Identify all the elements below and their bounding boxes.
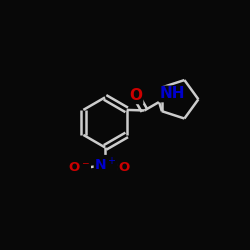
Text: O: O	[118, 160, 130, 173]
Text: O: O	[130, 88, 142, 103]
Text: O$^-$: O$^-$	[68, 160, 90, 173]
Text: NH: NH	[160, 86, 185, 102]
Text: N$^+$: N$^+$	[94, 156, 117, 173]
